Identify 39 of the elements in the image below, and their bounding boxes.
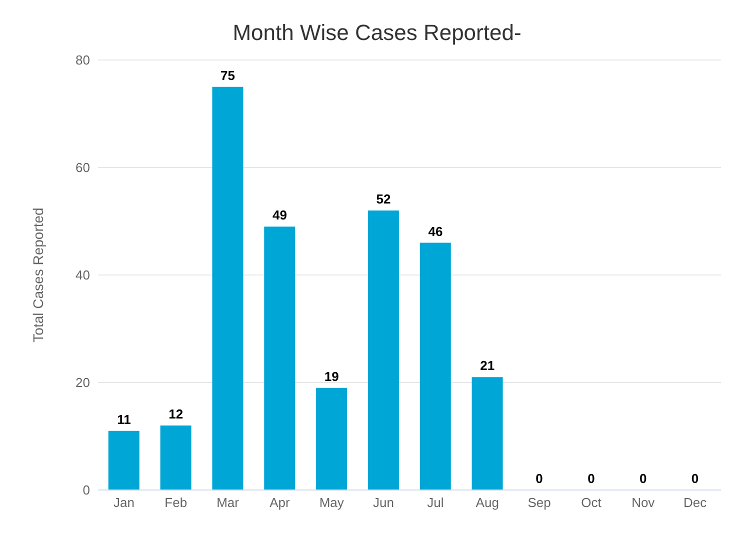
data-label: 11 [117, 412, 131, 427]
x-tick-label: Oct [581, 495, 602, 510]
y-axis-title: Total Cases Reported [30, 208, 46, 342]
y-tick-label: 60 [76, 160, 90, 176]
data-label: 0 [588, 471, 595, 486]
bar [264, 226, 296, 490]
x-tick-label: Apr [270, 495, 290, 510]
x-tick-label: Aug [476, 495, 499, 510]
x-tick-label: May [319, 495, 344, 510]
data-label: 75 [220, 68, 236, 83]
bar [472, 377, 503, 490]
x-tick-label: Nov [632, 495, 656, 510]
bar [316, 388, 348, 490]
x-tick-label: Dec [683, 495, 708, 510]
data-label: 19 [324, 368, 339, 384]
data-label: 21 [480, 358, 495, 374]
bar [160, 426, 192, 490]
data-label: 49 [272, 208, 287, 223]
data-label: 0 [536, 471, 543, 486]
x-tick-label: Mar [216, 495, 240, 510]
bar [212, 86, 244, 490]
data-label: 0 [691, 471, 699, 486]
x-tick-label: Jun [373, 495, 394, 510]
y-tick-label: 0 [82, 482, 90, 498]
y-tick-label: 80 [76, 52, 90, 68]
data-label: 52 [376, 192, 391, 206]
x-tick-label: Feb [164, 495, 188, 510]
x-tick-label: Jul [427, 495, 444, 510]
chart-title: Month Wise Cases Reported- [232, 19, 522, 45]
data-label: 0 [640, 471, 647, 486]
data-label: 46 [428, 224, 443, 239]
bar [368, 210, 399, 490]
y-tick-label: 20 [76, 375, 90, 390]
data-label: 12 [168, 406, 184, 422]
bar [108, 430, 140, 490]
y-tick-label: 40 [76, 268, 90, 283]
bar [420, 242, 451, 490]
x-tick-label: Sep [528, 495, 551, 510]
x-tick-label: Jan [113, 495, 134, 510]
